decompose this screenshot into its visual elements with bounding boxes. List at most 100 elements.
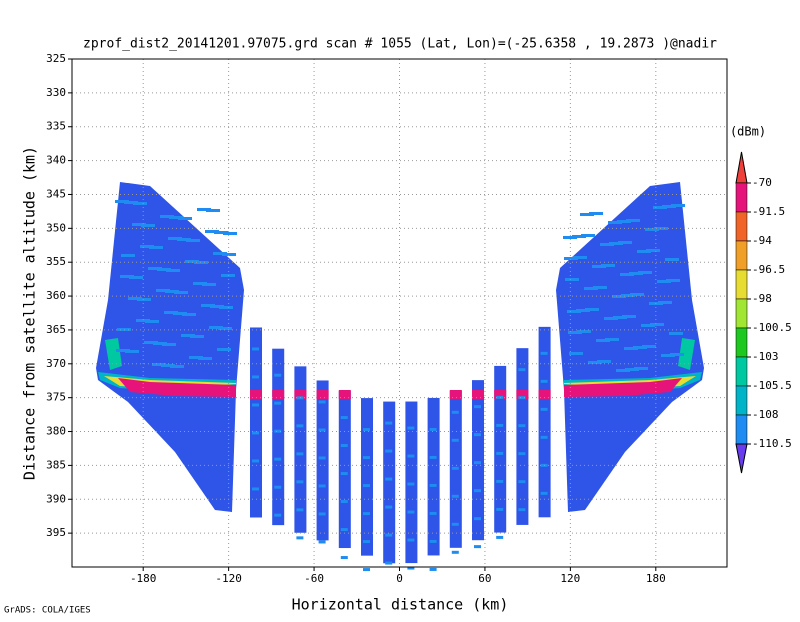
echo-cell: [540, 491, 548, 495]
echo-cell: [274, 457, 282, 461]
y-tick-label: 335: [46, 120, 66, 133]
echo-cell: [385, 449, 393, 453]
echo-cell: [296, 424, 304, 428]
echo-cell: [407, 482, 415, 486]
x-tick-label: 0: [396, 572, 403, 585]
echo-cell: [670, 353, 684, 356]
echo-cell: [616, 369, 630, 372]
echo-cell: [584, 287, 598, 290]
y-tick-label: 330: [46, 86, 66, 99]
echo-cell: [634, 367, 648, 370]
echo-cell: [671, 204, 685, 207]
echo-cell: [132, 223, 146, 226]
colorbar-segment: [735, 356, 748, 387]
colorbar-label: -70: [752, 176, 772, 189]
echo-cell: [629, 272, 643, 275]
echo-cell: [124, 201, 138, 204]
echo-cell: [580, 213, 594, 216]
echo-cell: [198, 357, 212, 360]
plot-frame: [71, 58, 728, 568]
colorbar-label: -110.5: [752, 437, 792, 450]
chart-title: zprof_dist2_20141201.97075.grd scan # 10…: [83, 37, 717, 52]
echo-cell: [177, 238, 191, 241]
echo-cell: [407, 538, 415, 542]
echo-cell: [173, 312, 187, 315]
echo-cell: [340, 500, 348, 504]
radar-field: [96, 182, 704, 572]
y-tick-label: 325: [46, 52, 66, 65]
x-tick-label: -60: [304, 572, 324, 585]
echo-cell: [605, 338, 619, 341]
echo-cell: [451, 410, 459, 414]
echo-cell: [669, 332, 683, 335]
echo-cell: [540, 351, 548, 355]
echo-cell: [661, 354, 675, 357]
echo-cell: [451, 438, 459, 442]
echo-cell: [407, 510, 415, 514]
echo-cell: [140, 245, 154, 248]
echo-cell: [296, 480, 304, 484]
echo-cell: [597, 360, 611, 363]
echo-cell: [274, 485, 282, 489]
echo-cell: [148, 267, 162, 270]
footer: GrADS: COLA/IGES: [4, 606, 91, 616]
echo-cell: [318, 540, 326, 544]
echo-cell: [125, 350, 139, 353]
x-tick-label: -120: [215, 572, 242, 585]
echo-cell: [633, 346, 647, 349]
echo-cell: [429, 455, 437, 459]
echo-cell: [168, 237, 182, 240]
echo-cell: [153, 342, 167, 345]
colorbar-label: -100.5: [752, 321, 792, 334]
echo-cell: [157, 268, 171, 271]
echo-cell: [622, 315, 636, 318]
echo-cell: [612, 295, 626, 298]
echo-cell: [596, 339, 610, 342]
colorbar-label: -105.5: [752, 379, 792, 392]
y-tick-label: 395: [46, 526, 66, 539]
echo-cell: [129, 276, 143, 279]
echo-cell: [201, 304, 215, 307]
echo-cell: [340, 528, 348, 532]
colorbar-segment: [735, 211, 748, 242]
echo-cell: [164, 311, 178, 314]
echo-cell: [156, 289, 170, 292]
echo-cell: [318, 512, 326, 516]
echo-cell: [169, 216, 183, 219]
surface-cell: [272, 390, 285, 399]
colorbar-label: -94: [752, 234, 772, 247]
echo-cell: [637, 250, 651, 253]
echo-cell: [474, 489, 481, 493]
echo-cell: [296, 396, 304, 400]
surface-cell: [338, 390, 351, 399]
echo-cell: [577, 330, 591, 333]
echo-cell: [252, 375, 259, 379]
echo-cell: [197, 208, 211, 211]
echo-cell: [496, 535, 504, 539]
echo-cell: [600, 243, 614, 246]
echo-cell: [608, 221, 622, 224]
echo-cell: [252, 431, 259, 435]
echo-cell: [185, 260, 199, 263]
echo-cell: [217, 348, 231, 351]
scan-stripe: [383, 401, 396, 564]
echo-cell: [149, 246, 163, 249]
echo-cell: [182, 313, 196, 316]
echo-cell: [624, 347, 638, 350]
y-tick-label: 350: [46, 221, 66, 234]
echo-cell: [630, 293, 644, 296]
y-tick-label: 370: [46, 357, 66, 370]
echo-cell: [604, 317, 618, 320]
echo-cell: [340, 556, 348, 560]
echo-cell: [160, 215, 174, 218]
echo-cell: [296, 508, 304, 512]
echo-cell: [133, 202, 147, 205]
colorbar-label: -103: [752, 350, 779, 363]
echo-cell: [646, 249, 660, 252]
echo-cell: [190, 335, 204, 338]
echo-cell: [296, 536, 304, 540]
echo-cell: [573, 256, 587, 259]
echo-cell: [618, 241, 632, 244]
echo-cell: [540, 435, 548, 439]
echo-cell: [429, 511, 437, 515]
